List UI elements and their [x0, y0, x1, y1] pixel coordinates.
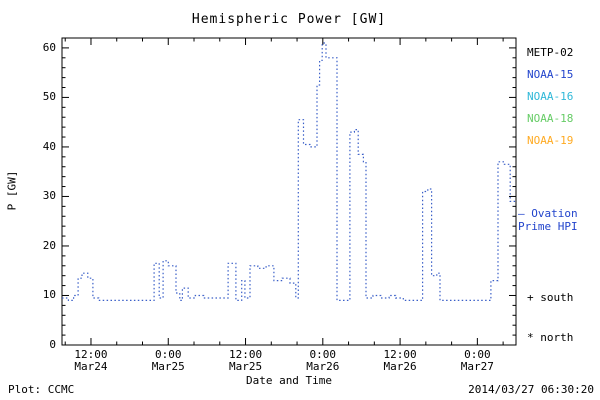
y-tick-label: 60 — [42, 40, 56, 54]
x-tick-time: 0:00 — [464, 348, 491, 361]
x-tick-date: Mar25 — [228, 360, 263, 373]
y-tick-label: 10 — [42, 288, 56, 302]
x-tick-date: Mar24 — [74, 360, 108, 373]
y-tick-label: 40 — [42, 139, 56, 153]
y-tick-label: 0 — [49, 338, 56, 351]
chart-title: Hemispheric Power [GW] — [191, 12, 387, 27]
y-tick-label: 50 — [42, 90, 56, 104]
legend-item-noaa-18: NOAA-18 — [527, 112, 574, 125]
x-tick-time: 12:00 — [228, 348, 263, 361]
plot-source: Plot: CCMC — [8, 383, 75, 396]
north-marker-label: * north — [527, 331, 574, 344]
x-tick-label: 0:00 Mar26 — [293, 349, 353, 373]
legend-item-metp-02: METP-02 — [527, 46, 574, 59]
x-tick-date: Mar26 — [306, 360, 340, 373]
x-tick-label: 12:00 Mar26 — [370, 349, 430, 373]
plot-frame — [61, 37, 517, 346]
x-tick-date: Mar27 — [460, 360, 494, 373]
x-axis-label: Date and Time — [245, 374, 333, 387]
legend-item-noaa-16: NOAA-16 — [527, 90, 574, 103]
y-tick-label: 30 — [42, 189, 56, 203]
legend-item-noaa-19: NOAA-19 — [527, 134, 574, 147]
x-tick-date: Mar25 — [151, 360, 185, 373]
ovation-prime-hpi-label: — Ovation Prime HPI — [518, 207, 578, 233]
x-tick-label: 0:00 Mar25 — [138, 349, 198, 373]
x-tick-label: 12:00 Mar24 — [61, 349, 121, 373]
x-tick-date: Mar26 — [383, 360, 417, 373]
ovation-label-line2: Prime HPI — [518, 220, 578, 233]
x-tick-label: 0:00 Mar27 — [447, 349, 507, 373]
x-tick-time: 0:00 — [155, 348, 182, 361]
legend-item-noaa-15: NOAA-15 — [527, 68, 574, 81]
data-series-hpi — [62, 42, 516, 301]
x-tick-time: 12:00 — [74, 348, 108, 361]
ovation-label-line1: — Ovation — [518, 207, 578, 220]
south-marker-label: + south — [527, 291, 574, 304]
y-tick-label: 20 — [42, 238, 56, 252]
x-tick-label: 12:00 Mar25 — [216, 349, 276, 373]
x-tick-time: 0:00 — [309, 348, 337, 361]
plot-timestamp: 2014/03/27 06:30:20 — [468, 383, 594, 396]
x-tick-time: 12:00 — [383, 348, 417, 361]
